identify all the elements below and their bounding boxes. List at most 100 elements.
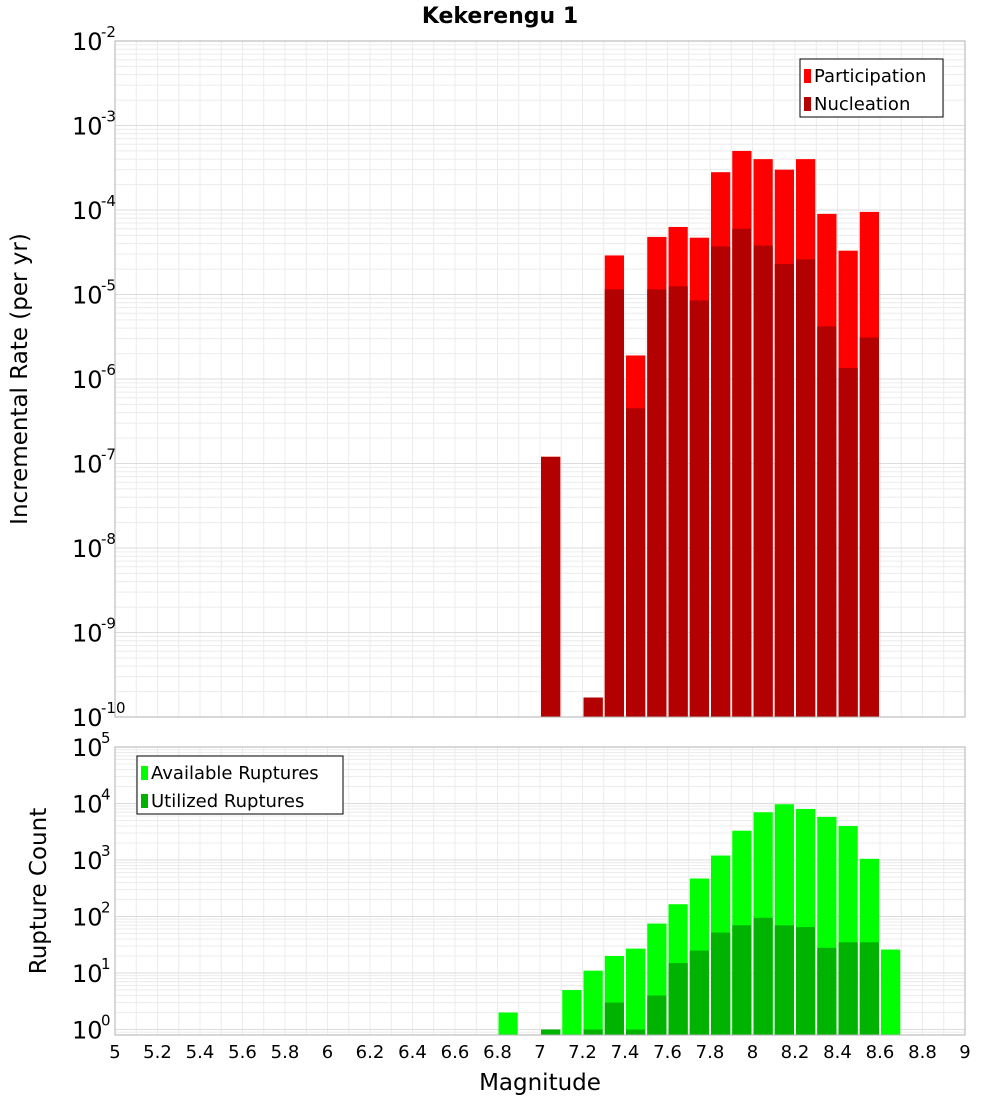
legend-swatch <box>804 69 811 83</box>
legend-box <box>799 58 944 118</box>
bar-nucleation <box>647 289 667 717</box>
bottom-y-axis-label: Rupture Count <box>26 808 52 974</box>
legend-swatch <box>141 794 148 808</box>
bar-nucleation <box>711 246 731 718</box>
bar-nucleation <box>859 337 879 717</box>
x-tick-label: 5 <box>109 1042 120 1063</box>
legend-label: Participation <box>814 66 926 87</box>
bar-available-ruptures <box>881 949 901 1035</box>
y-tick-exponent: -4 <box>101 192 116 210</box>
bar-utilized-ruptures <box>689 950 709 1035</box>
legend-label: Nucleation <box>814 94 910 115</box>
bar-utilized-ruptures <box>817 947 837 1035</box>
y-tick-exponent: 5 <box>101 729 111 747</box>
bar-utilized-ruptures <box>796 927 816 1035</box>
y-tick-label: 10 <box>72 535 103 563</box>
y-tick-exponent: -2 <box>101 23 116 41</box>
bar-available-ruptures <box>562 990 582 1035</box>
x-tick-label: 6.6 <box>441 1042 470 1063</box>
y-tick-exponent: 3 <box>101 842 111 860</box>
y-tick-exponent: 0 <box>101 1012 111 1030</box>
top-y-axis-label: Incremental Rate (per yr) <box>7 233 33 525</box>
bar-nucleation <box>817 326 837 717</box>
bar-utilized-ruptures <box>668 963 688 1035</box>
bar-utilized-ruptures <box>774 925 794 1035</box>
y-tick-label: 10 <box>72 1017 103 1045</box>
legend-swatch <box>141 766 148 780</box>
y-tick-exponent: -8 <box>101 530 116 548</box>
y-tick-label: 10 <box>72 282 103 310</box>
bar-utilized-ruptures <box>838 942 858 1035</box>
x-tick-label: 8.6 <box>866 1042 895 1063</box>
y-tick-label: 10 <box>72 847 103 875</box>
bar-nucleation <box>604 289 624 717</box>
bar-nucleation <box>732 228 752 717</box>
bar-utilized-ruptures <box>647 995 667 1035</box>
x-tick-label: 5.2 <box>143 1042 172 1063</box>
x-tick-label: 5.6 <box>228 1042 257 1063</box>
x-tick-label: 7.4 <box>611 1042 640 1063</box>
x-tick-label: 7.8 <box>696 1042 725 1063</box>
bar-available-ruptures <box>626 948 646 1035</box>
x-tick-label: 7 <box>534 1042 545 1063</box>
top-legend: Participation Nucleation <box>799 58 944 118</box>
legend-swatch <box>804 97 811 111</box>
y-tick-label: 10 <box>72 734 103 762</box>
bar-nucleation <box>541 456 561 717</box>
bar-utilized-ruptures <box>711 932 731 1035</box>
bar-utilized-ruptures <box>583 1029 603 1035</box>
bar-utilized-ruptures <box>626 1029 646 1035</box>
x-tick-label: 5.8 <box>271 1042 300 1063</box>
bar-nucleation <box>796 259 816 717</box>
y-tick-exponent: 2 <box>101 899 111 917</box>
bar-nucleation <box>774 263 794 717</box>
bottom-legend: Available Ruptures Utilized Ruptures <box>136 755 344 815</box>
top-plot-border <box>114 40 966 718</box>
x-tick-label: 5.4 <box>186 1042 215 1063</box>
y-tick-label: 10 <box>72 960 103 988</box>
bar-utilized-ruptures <box>541 1029 561 1035</box>
x-tick-label: 6.8 <box>483 1042 512 1063</box>
bar-nucleation <box>689 300 709 717</box>
x-ticks: 5 5.2 5.4 5.6 5.8 6 6.2 6.4 6.6 6.8 7 7.2 7.4 7.6 7.8 8… <box>109 1042 970 1063</box>
bar-nucleation <box>753 245 773 717</box>
bar-available-ruptures <box>583 970 603 1035</box>
x-tick-label: 8 <box>747 1042 758 1063</box>
bar-utilized-ruptures <box>732 925 752 1035</box>
top-bars <box>541 150 879 718</box>
bar-nucleation <box>626 408 646 717</box>
bar-utilized-ruptures <box>753 917 773 1035</box>
y-tick-exponent: -3 <box>101 108 116 126</box>
bottom-plot-border <box>114 746 966 1036</box>
y-tick-exponent: -10 <box>101 699 126 717</box>
y-tick-label: 10 <box>72 904 103 932</box>
x-tick-label: 6.4 <box>398 1042 427 1063</box>
y-tick-label: 10 <box>72 620 103 648</box>
bar-nucleation <box>668 286 688 717</box>
y-tick-exponent: 4 <box>101 786 111 804</box>
x-tick-label: 6 <box>322 1042 333 1063</box>
y-tick-label: 10 <box>72 197 103 225</box>
legend-label: Utilized Ruptures <box>151 791 304 812</box>
bar-nucleation <box>583 697 603 717</box>
bar-nucleation <box>838 367 858 717</box>
y-tick-exponent: -5 <box>101 277 116 295</box>
y-tick-exponent: -9 <box>101 615 116 633</box>
y-tick-exponent: -7 <box>101 446 116 464</box>
y-tick-label: 10 <box>72 451 103 479</box>
y-tick-exponent: -6 <box>101 361 116 379</box>
y-tick-label: 10 <box>72 791 103 819</box>
y-tick-label: 10 <box>72 366 103 394</box>
x-axis-label: Magnitude <box>479 1070 601 1096</box>
x-tick-label: 8.8 <box>908 1042 937 1063</box>
y-tick-exponent: 1 <box>101 955 111 973</box>
x-tick-label: 8.2 <box>781 1042 810 1063</box>
x-tick-label: 8.4 <box>823 1042 852 1063</box>
top-grid <box>114 40 966 718</box>
bottom-bars <box>498 804 901 1035</box>
